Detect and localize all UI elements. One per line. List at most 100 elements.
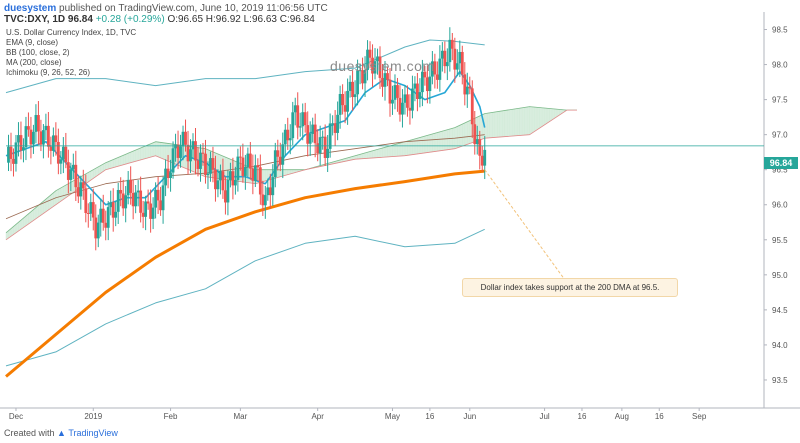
candle-body <box>406 94 409 108</box>
candle-body <box>386 73 389 80</box>
ohlc-values: O:96.65 H:96.92 L:96.63 C:96.84 <box>167 14 315 25</box>
candle-body <box>174 144 177 149</box>
x-tick-label: Jul <box>539 412 549 421</box>
candle-body <box>121 193 125 209</box>
cloud-segment <box>464 121 468 146</box>
candle-body <box>338 94 342 115</box>
candle-body <box>383 73 387 87</box>
cloud-segment <box>387 145 391 158</box>
candle-body <box>286 129 290 141</box>
cloud-segment <box>434 132 438 152</box>
candle-body <box>54 135 58 142</box>
cloud-segment <box>501 110 505 138</box>
candle-body <box>251 168 255 181</box>
cloud-segment <box>115 157 119 168</box>
legend-bb[interactable]: BB (100, close, 2) <box>6 48 70 57</box>
candle-body <box>463 74 467 95</box>
footer-brand[interactable]: TradingView <box>68 428 118 438</box>
candle-body <box>233 179 237 186</box>
author-name[interactable]: duesystem <box>4 3 57 14</box>
cloud-segment <box>407 139 411 156</box>
candle-body <box>326 148 330 158</box>
cloud-segment <box>432 132 436 153</box>
cloud-segment <box>529 106 533 136</box>
candle-body <box>341 94 345 106</box>
candle-body <box>196 160 200 169</box>
candle-body <box>29 129 33 145</box>
candle-body <box>411 88 414 111</box>
cloud-segment <box>486 112 490 139</box>
candle-body <box>74 164 78 188</box>
candle-body <box>296 105 300 128</box>
candle-body <box>346 90 349 112</box>
cloud-segment <box>125 152 129 165</box>
legend-ichimoku[interactable]: Ichimoku (9, 26, 52, 26) <box>6 68 91 77</box>
candle-body <box>475 139 479 145</box>
cloud-segment <box>422 135 426 154</box>
candle-body <box>19 135 23 151</box>
candle-body <box>214 169 217 190</box>
candle-body <box>104 222 108 228</box>
cloud-segment <box>494 111 498 138</box>
cloud-segment <box>399 142 403 157</box>
candle-body <box>49 146 53 151</box>
candle-body <box>381 77 384 87</box>
legend-ma[interactable]: MA (200, close) <box>6 58 62 67</box>
cloud-segment <box>437 131 441 152</box>
candle-body <box>353 94 357 98</box>
candle-body <box>96 222 100 239</box>
candle-body <box>56 141 60 164</box>
candle-body <box>433 61 437 75</box>
candle-body <box>425 77 429 92</box>
cloud-segment <box>130 150 134 164</box>
candle-body <box>293 105 297 113</box>
candle-body <box>99 208 103 223</box>
candle-body <box>453 48 457 70</box>
candle-body <box>268 187 272 196</box>
cloud-segment <box>429 133 433 153</box>
candle-body <box>42 130 45 145</box>
candle-body <box>199 152 202 169</box>
candle-body <box>34 115 38 132</box>
candle-body <box>22 147 25 151</box>
candle-body <box>24 126 28 148</box>
cloud-segment <box>491 111 495 138</box>
candle-body <box>361 70 364 84</box>
cloud-segment <box>374 149 378 159</box>
candle-body <box>91 202 95 218</box>
cloud-segment <box>424 135 428 154</box>
cloud-segment <box>419 136 423 154</box>
candle-body <box>76 187 80 197</box>
annotation-callout[interactable]: Dollar index takes support at the 200 DM… <box>462 278 678 297</box>
candle-body <box>114 211 118 218</box>
candle-body <box>86 212 90 214</box>
candle-body <box>106 207 110 228</box>
legend-ema[interactable]: EMA (9, close) <box>6 38 59 47</box>
cloud-segment <box>496 110 500 138</box>
candle-body <box>328 123 332 149</box>
candle-body <box>363 69 367 84</box>
cloud-segment <box>117 156 121 167</box>
candle-body <box>224 190 227 203</box>
cloud-segment <box>549 108 553 123</box>
tradingview-logo-icon: ▲ <box>57 428 66 438</box>
candle-body <box>146 201 150 204</box>
candle-body <box>156 189 160 201</box>
y-tick-label: 97.0 <box>772 131 788 140</box>
candle-body <box>51 135 55 151</box>
cloud-segment <box>546 107 550 124</box>
x-tick-label: May <box>385 412 400 421</box>
cloud-segment <box>499 110 503 138</box>
candle-body <box>258 167 262 195</box>
cloud-segment <box>162 142 166 161</box>
cloud-segment <box>467 120 471 145</box>
footer-credit: Created with ▲ TradingView <box>4 428 118 438</box>
candle-body <box>84 188 88 213</box>
cloud-segment <box>504 109 508 137</box>
candle-body <box>483 149 487 166</box>
candle-body <box>276 150 280 157</box>
candle-body <box>423 71 427 78</box>
x-tick-label: 2019 <box>84 412 102 421</box>
candle-body <box>216 180 220 190</box>
